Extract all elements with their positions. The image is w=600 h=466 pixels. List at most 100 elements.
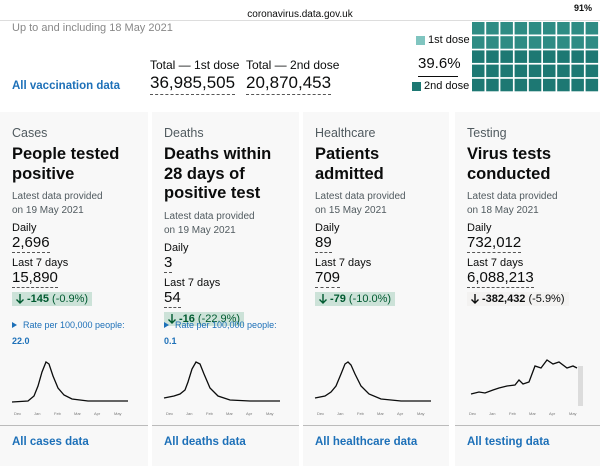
rate-label: Rate per 100,000 people: bbox=[175, 320, 277, 330]
waffle-cell bbox=[557, 64, 570, 78]
waffle-cell bbox=[571, 78, 584, 92]
waffle-cell bbox=[472, 22, 485, 35]
card-title: Virus tests conducted bbox=[467, 145, 552, 183]
wrap: 3 bbox=[164, 254, 292, 273]
card-link[interactable]: All cases data bbox=[12, 436, 89, 448]
arrow-icon bbox=[319, 294, 327, 304]
month-label: Feb bbox=[54, 411, 62, 416]
waffle-cell bbox=[557, 22, 570, 35]
incomplete-shading bbox=[578, 366, 583, 406]
divider bbox=[0, 20, 600, 21]
change-percent: (-10.0%) bbox=[348, 293, 392, 305]
month-label: Feb bbox=[357, 411, 365, 416]
waffle-cell bbox=[486, 50, 499, 63]
divider bbox=[0, 425, 148, 426]
waffle-cell bbox=[585, 22, 599, 35]
waffle-chart bbox=[472, 22, 599, 92]
waffle-cell bbox=[585, 64, 599, 78]
vaccination-link[interactable]: All vaccination data bbox=[12, 80, 121, 92]
month-label: May bbox=[569, 411, 577, 416]
wrap: 89 bbox=[315, 234, 443, 253]
waffle-cell bbox=[514, 36, 528, 49]
divider bbox=[418, 76, 458, 77]
week-label: Last 7 days bbox=[315, 257, 372, 269]
waffle-cell bbox=[500, 78, 513, 92]
waffle-cell bbox=[500, 64, 513, 78]
battery: 91% bbox=[573, 3, 592, 13]
month-label: Jan bbox=[337, 411, 343, 416]
waffle-cell bbox=[528, 50, 542, 63]
waffle-cell bbox=[500, 36, 513, 49]
expand-icon bbox=[12, 322, 17, 328]
daily-label: Daily bbox=[315, 222, 340, 234]
wrap: 732,012 bbox=[467, 234, 595, 253]
month-label: Jan bbox=[186, 411, 192, 416]
card: Healthcare Patients admitted Latest data p… bbox=[303, 112, 449, 466]
date-label: Latest data provided bbox=[467, 191, 558, 202]
month-label: May bbox=[417, 411, 425, 416]
date: on 19 May 2021 bbox=[12, 205, 84, 216]
change-badge: -145 (-0.9%) bbox=[12, 292, 93, 306]
card-link[interactable]: All deaths data bbox=[164, 436, 246, 448]
week-value: 6,088,213 bbox=[467, 269, 534, 288]
waffle-cell bbox=[514, 78, 528, 92]
change-value: -16 bbox=[179, 312, 195, 325]
arrow-icon bbox=[168, 313, 176, 324]
change-badge: -79 (-10.0%) bbox=[315, 292, 396, 306]
waffle-cell bbox=[557, 36, 570, 49]
rate-row: Rate per 100,000 people: bbox=[164, 320, 277, 330]
month-label: Apr bbox=[397, 411, 404, 416]
change-value: -79 bbox=[330, 293, 346, 305]
date-label: Latest data provided bbox=[315, 191, 406, 202]
week-label: Last 7 days bbox=[12, 257, 69, 269]
legend-swatch-second bbox=[412, 82, 421, 91]
daily-value: 89 bbox=[315, 234, 332, 253]
waffle-cell bbox=[486, 36, 499, 49]
waffle-cell bbox=[528, 22, 542, 35]
wrap: 15,890 bbox=[12, 269, 140, 288]
wrap: 6,088,213 bbox=[467, 269, 595, 288]
change-value: -382,432 bbox=[482, 293, 526, 305]
card-title: Deaths within 28 days of positive test bbox=[164, 145, 272, 202]
date: on 19 May 2021 bbox=[164, 224, 236, 236]
arrow bbox=[168, 313, 176, 324]
change-percent: (-0.9%) bbox=[52, 293, 89, 305]
card: Testing Virus tests conducted Latest data … bbox=[455, 112, 600, 466]
sparkline: Dec Jan Feb Mar Apr May bbox=[469, 359, 583, 416]
url-bar[interactable]: coronavirus.data.gov.uk bbox=[247, 9, 353, 20]
sparkline: Dec Jan Feb Mar Apr May bbox=[11, 361, 128, 416]
waffle-cell bbox=[486, 78, 499, 92]
waffle-cell bbox=[514, 22, 528, 35]
sparkline-path bbox=[163, 361, 280, 402]
waffle-cell bbox=[557, 50, 570, 63]
rate-section[interactable]: Rate per 100,000 people: 22.0 bbox=[12, 320, 125, 346]
waffle-cell bbox=[543, 22, 556, 35]
arrow-icon bbox=[471, 294, 479, 304]
waffle-cell bbox=[543, 64, 556, 78]
card-category: Healthcare bbox=[315, 126, 376, 140]
month-label: May bbox=[114, 411, 122, 416]
waffle-cell bbox=[514, 50, 528, 63]
card-link[interactable]: All healthcare data bbox=[315, 436, 418, 448]
rate-label: Rate per 100,000 people: bbox=[23, 320, 125, 330]
month-label: Jan bbox=[34, 411, 40, 416]
date-label: Latest data provided bbox=[12, 191, 103, 202]
sparkline: Dec Jan Feb Mar Apr May bbox=[163, 361, 280, 416]
first-dose-value: 36,985,505 bbox=[150, 73, 236, 95]
card-link[interactable]: All testing data bbox=[467, 436, 550, 448]
rate-row: Rate per 100,000 people: bbox=[12, 320, 125, 330]
daily-label: Daily bbox=[164, 241, 189, 254]
month-label: Dec bbox=[469, 411, 476, 416]
week-label: Last 7 days bbox=[164, 276, 221, 289]
daily-value: 2,696 bbox=[12, 234, 50, 253]
waffle-cell bbox=[486, 22, 499, 35]
week-value: 709 bbox=[315, 269, 341, 288]
month-label: Mar bbox=[226, 411, 234, 416]
card-body: Deaths Deaths within 28 days of positive … bbox=[164, 126, 292, 329]
card-title: People tested positive bbox=[12, 145, 120, 183]
change-value: -145 bbox=[27, 293, 50, 305]
card-category: Cases bbox=[12, 126, 48, 140]
month-label: May bbox=[266, 411, 274, 416]
arrow bbox=[471, 294, 479, 304]
rate-section[interactable]: Rate per 100,000 people: 0.1 bbox=[164, 320, 277, 346]
